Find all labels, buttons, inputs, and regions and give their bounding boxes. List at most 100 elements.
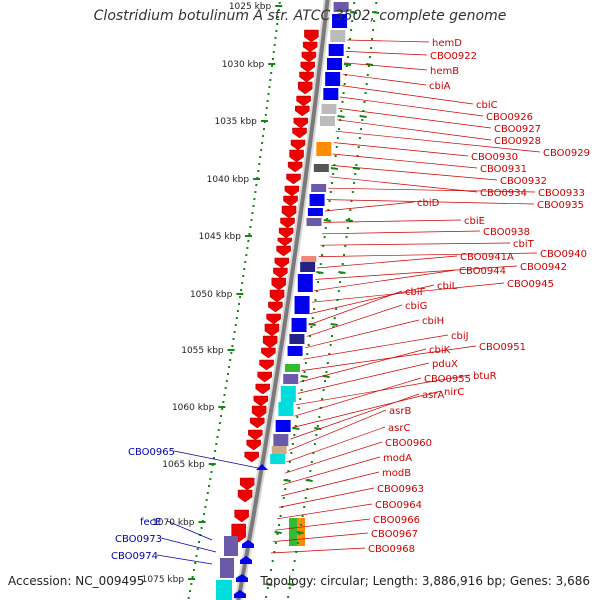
- ring-dot: [316, 425, 319, 427]
- ring-dot: [331, 335, 334, 337]
- ruler-tick-label: 1030 kbp: [222, 60, 265, 70]
- ring-dot: [373, 20, 376, 22]
- ring-dot: [287, 470, 290, 472]
- reverse-gene-arrow: [300, 61, 315, 73]
- gene-label-cbo0927: CBO0927: [494, 124, 541, 135]
- ruler-dot: [237, 303, 240, 305]
- cbo0965-arrow: [256, 464, 268, 470]
- reverse-gene-arrow: [280, 217, 295, 229]
- leader-line: [338, 108, 492, 129]
- ring-dot: [364, 92, 367, 94]
- ruler-dot: [236, 310, 239, 312]
- ruler-tick-label: 1065 kbp: [162, 460, 205, 470]
- ruler-dot: [268, 86, 271, 88]
- ring-tick: [274, 531, 282, 534]
- gene-label-cbik: cbiK: [429, 345, 451, 356]
- ruler-dot: [251, 212, 254, 214]
- reverse-gene-arrow: [257, 371, 272, 383]
- leader-line: [341, 85, 474, 105]
- ring-dot: [343, 83, 346, 85]
- reverse-gene-arrow: [237, 489, 253, 503]
- reverse-gene-arrow: [269, 289, 285, 303]
- leader-line: [288, 409, 387, 451]
- ruler-dot: [261, 142, 264, 144]
- ring-dot: [276, 533, 279, 535]
- ring-dot: [291, 443, 294, 445]
- gene-label-modb: modB: [382, 468, 411, 479]
- ring-dot: [326, 218, 329, 220]
- ring-dot: [363, 101, 366, 103]
- leader-line: [297, 362, 430, 394]
- ruler-dot: [247, 240, 250, 242]
- ring-dot: [306, 353, 309, 355]
- ring-dot: [349, 209, 352, 211]
- gene-label-cbo0942: CBO0942: [520, 262, 567, 273]
- ruler-dot: [222, 401, 225, 403]
- ruler-dot: [208, 485, 211, 487]
- ruler-dot: [212, 457, 215, 459]
- reverse-gene-arrow: [271, 277, 287, 291]
- ring-dot: [335, 308, 338, 310]
- ring-dot: [279, 515, 282, 517]
- gene-label-nirc: nirC: [444, 387, 464, 398]
- leader-line: [342, 73, 427, 86]
- ring-dot: [368, 56, 371, 58]
- forward-gene-block: [271, 446, 287, 454]
- gene-label-cbo0940: CBO0940: [540, 249, 587, 260]
- ring-dot: [268, 578, 271, 580]
- ring-dot: [296, 416, 299, 418]
- reverse-gene-arrow: [266, 313, 281, 325]
- leader-line: [304, 319, 420, 349]
- gene-label-cbo0945: CBO0945: [507, 279, 554, 290]
- leader-line: [334, 142, 469, 157]
- ring-dot: [300, 524, 303, 526]
- ring-dot: [321, 398, 324, 400]
- reverse-gene-arrow: [250, 417, 265, 429]
- ring-dot: [324, 380, 327, 382]
- ruler-dot: [231, 345, 234, 347]
- forward-gene-arrow: [234, 590, 246, 598]
- reverse-gene-arrow: [246, 439, 261, 451]
- gene-label-cbia: cbiA: [429, 81, 451, 92]
- ruler-dot: [192, 569, 195, 571]
- ruler-tick-label: 1070 kbp: [152, 518, 195, 528]
- gene-label-cbo0933: CBO0933: [538, 188, 585, 199]
- ring-dot: [341, 263, 344, 265]
- leader-line: [325, 201, 415, 212]
- forward-gene-block: [321, 104, 337, 114]
- forward-gene-block: [309, 194, 325, 206]
- gene-label-cbo0968: CBO0968: [368, 544, 415, 555]
- forward-gene-arrow: [240, 556, 252, 564]
- ring-dot: [292, 569, 295, 571]
- ring-dot: [319, 263, 322, 265]
- leader-line: [335, 130, 541, 153]
- forward-gene-block: [330, 30, 346, 42]
- reverse-gene-arrow: [239, 477, 255, 491]
- ring-dot: [314, 299, 317, 301]
- ruler-dot: [221, 408, 224, 410]
- ring-dot: [361, 119, 364, 121]
- forward-gene-block: [319, 116, 335, 126]
- leader-line: [337, 119, 492, 141]
- ruler-tick-label: 1045 kbp: [199, 232, 242, 242]
- ring-tick: [337, 115, 345, 118]
- reverse-gene-arrow: [268, 301, 283, 313]
- map-title: Clostridium botulinum A str. ATCC 3502, …: [93, 8, 507, 24]
- leader-line: [292, 390, 442, 428]
- leader-line: [316, 255, 458, 269]
- leader-line: [345, 51, 428, 56]
- ring-dot: [325, 371, 328, 373]
- ruler-dot: [226, 373, 229, 375]
- ring-dot: [356, 155, 359, 157]
- ring-dot: [301, 515, 304, 517]
- reverse-gene-arrow: [299, 71, 314, 83]
- forward-gene-block: [311, 184, 327, 192]
- ring-tick: [322, 375, 330, 378]
- ring-dot: [303, 371, 306, 373]
- ruler-tick-label: 1060 kbp: [172, 403, 215, 413]
- forward-gene-block: [328, 44, 344, 56]
- forward-gene-block: [284, 364, 300, 372]
- gene-label-cbo0955: CBO0955: [424, 374, 471, 385]
- ring-dot: [290, 578, 293, 580]
- ruler-dot: [258, 163, 261, 165]
